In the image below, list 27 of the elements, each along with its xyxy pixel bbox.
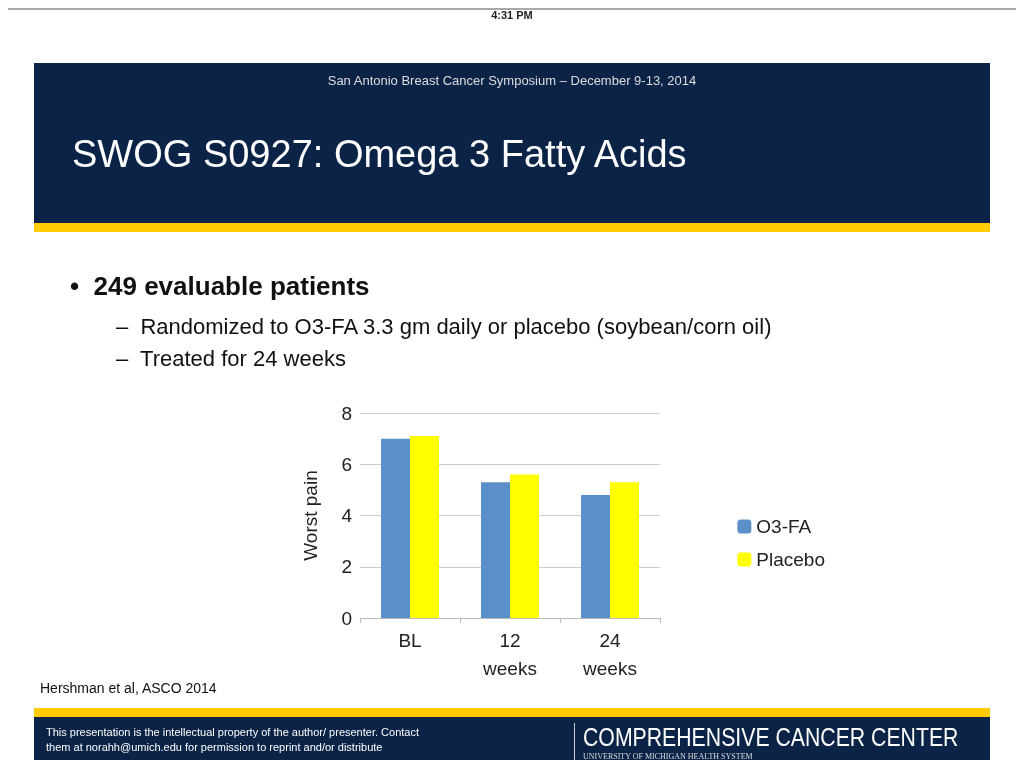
text: This presentation is the intellectual property of the author/ presenter. Contact them at norahh@umich.edu for permission to reprint and/or distribute [46,725,420,755]
x-tick-label: 24 weeks [582,629,637,679]
text: • 249 evaluable patients [70,271,370,302]
y-tick-label: 4 [341,505,353,526]
chart-title: SWOG S0927: Omega 3 Fatty Acids [72,133,688,176]
bar [581,495,610,618]
x-tick-label: BL [398,629,422,651]
y-axis-title: Worst pain [300,470,321,561]
y-tick-label: 0 [341,607,352,629]
text: – Randomized to O3-FA 3.3 gm daily or placebo (soybean/corn oil) [116,314,772,340]
bar [481,482,510,618]
legend-label: Placebo [756,549,826,570]
legend-label: O3-FA [756,516,812,537]
bar [410,436,439,618]
text: 4:31 PM [490,8,534,22]
text: – Treated for 24 weeks [116,346,346,372]
text: COMPREHENSIVE CANCER CENTER [583,723,959,752]
bar [510,474,539,618]
text: UNIVERSITY OF MICHIGAN HEALTH SYSTEM [583,752,754,761]
y-tick-label: 8 [341,402,352,424]
x-tick-label: 12 weeks [482,629,537,679]
text: Hershman et al, ASCO 2014 [40,680,217,696]
y-tick-label: 2 [341,556,352,578]
bar [610,482,639,618]
bar [381,438,410,618]
y-tick-label: 6 [341,453,352,475]
chart-subtitle: San Antonio Breast Cancer Symposium – December 9-13, 2014 [326,73,698,88]
